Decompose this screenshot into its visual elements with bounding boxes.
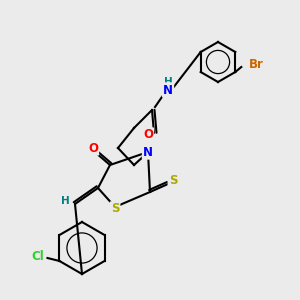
- Text: Cl: Cl: [31, 250, 44, 262]
- Text: Br: Br: [249, 58, 264, 70]
- Text: O: O: [143, 128, 153, 142]
- Text: H: H: [61, 196, 69, 206]
- Text: N: N: [163, 83, 173, 97]
- Text: S: S: [111, 202, 119, 215]
- Text: O: O: [88, 142, 98, 154]
- Text: S: S: [169, 175, 177, 188]
- Text: H: H: [164, 77, 172, 87]
- Text: N: N: [143, 146, 153, 158]
